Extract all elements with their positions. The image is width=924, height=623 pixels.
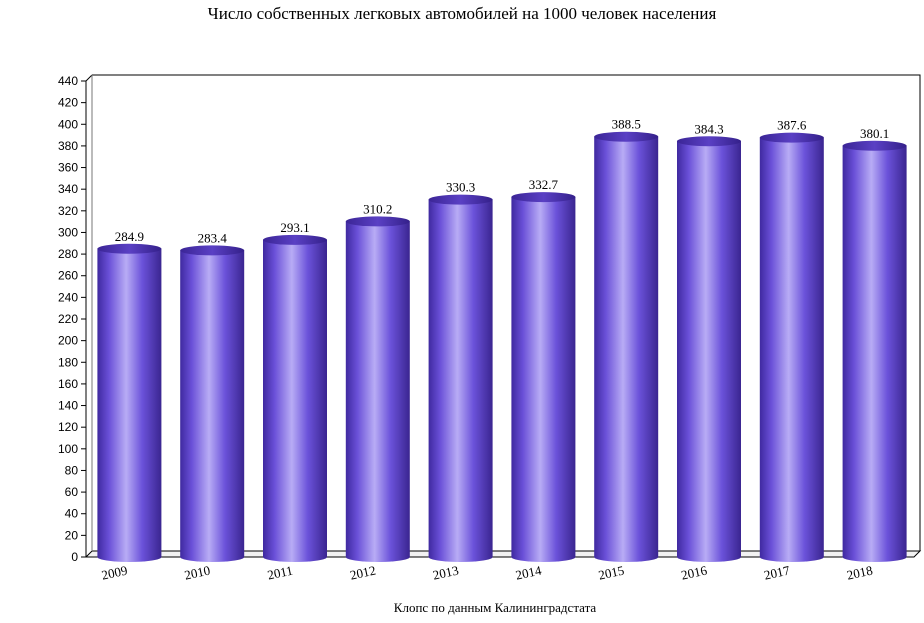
data-label: 293.1	[280, 220, 309, 235]
y-tick-label: 320	[58, 204, 78, 218]
y-tick-label: 160	[58, 377, 78, 391]
bar	[263, 234, 327, 562]
bar	[759, 132, 824, 562]
x-tick-label: 2012	[349, 563, 378, 583]
bar-cap	[842, 140, 907, 151]
data-label: 380.1	[860, 126, 889, 141]
bar-base	[428, 552, 493, 562]
bar-base	[97, 552, 162, 562]
bar-cap	[180, 245, 245, 256]
y-tick-label: 360	[58, 161, 78, 175]
bar-body	[759, 137, 824, 558]
y-tick-label: 380	[58, 139, 78, 153]
labels: 0 20 40 60 80 100 120 140 160 180 200 220 240 260 280 3…	[58, 74, 889, 583]
data-label: 284.9	[115, 229, 144, 244]
data-label: 332.7	[529, 177, 559, 192]
bar	[511, 192, 576, 562]
y-tick-label: 260	[58, 269, 78, 283]
bar	[345, 216, 410, 562]
bar-cap	[428, 194, 493, 205]
bar-base	[180, 552, 245, 562]
x-tick-label: 2009	[100, 563, 129, 583]
y-tick-label: 400	[58, 117, 78, 131]
y-tick-label: 140	[58, 399, 78, 413]
y-tick-label: 220	[58, 312, 78, 326]
bar-body	[511, 197, 576, 557]
bar-body	[345, 221, 410, 558]
bar-base	[263, 552, 327, 562]
y-tick-label: 440	[58, 74, 78, 88]
plot-corner-top	[85, 74, 93, 82]
data-label: 310.2	[363, 201, 392, 216]
bar-body	[97, 248, 162, 558]
chart-title: Число собственных легковых автомобилей н…	[207, 4, 717, 23]
x-tick-label: 2016	[680, 562, 709, 582]
bar	[97, 243, 162, 562]
data-label: 330.3	[446, 180, 475, 195]
bar-body	[263, 239, 327, 557]
bar-body	[594, 136, 659, 558]
bar-base	[759, 552, 824, 562]
bar-cap	[345, 216, 410, 227]
y-tick-label: 420	[58, 96, 78, 110]
y-tick-label: 120	[58, 420, 78, 434]
y-tick-label: 0	[71, 550, 78, 564]
bar	[428, 194, 493, 562]
x-tick-label: 2011	[266, 563, 294, 583]
bar	[594, 131, 659, 562]
data-label: 388.5	[612, 117, 641, 132]
bar-cap	[594, 131, 659, 142]
bar-body	[428, 199, 493, 557]
x-tick-label: 2015	[597, 563, 626, 583]
y-tick-label: 200	[58, 334, 78, 348]
x-tick-label: 2017	[763, 562, 792, 582]
bar-base	[594, 552, 659, 562]
bars	[97, 131, 907, 562]
y-tick-label: 280	[58, 247, 78, 261]
y-tick-label: 100	[58, 442, 78, 456]
y-tick-label: 40	[65, 507, 79, 521]
y-tick-label: 240	[58, 290, 78, 304]
y-tick-label: 20	[65, 528, 79, 542]
bar-body	[180, 250, 245, 557]
plot-back-frame	[92, 74, 921, 551]
y-tick-label: 80	[65, 463, 79, 477]
bar-body	[677, 141, 741, 558]
bar	[180, 245, 245, 562]
bar-cap	[97, 243, 162, 254]
bar-body	[842, 145, 907, 557]
data-label: 283.4	[198, 230, 228, 245]
bar-base	[345, 552, 410, 562]
x-tick-label: 2010	[183, 563, 212, 583]
bar-base	[511, 552, 576, 562]
bar-base	[842, 552, 907, 562]
y-tick-label: 180	[58, 355, 78, 369]
bar	[842, 140, 907, 562]
bar-cap	[677, 136, 741, 147]
x-tick-label: 2018	[845, 563, 874, 583]
bar-base	[677, 552, 741, 562]
x-tick-label: 2014	[514, 562, 543, 582]
data-label: 384.3	[694, 121, 723, 136]
y-tick-label: 60	[65, 485, 79, 499]
bar-cap	[511, 192, 576, 203]
bar-cap	[263, 234, 327, 245]
bar-cap	[759, 132, 824, 143]
bar	[677, 136, 741, 562]
source-note: Клопс по данным Калининградстата	[393, 600, 597, 615]
data-label: 387.6	[777, 118, 807, 133]
x-tick-label: 2013	[431, 563, 460, 583]
y-tick-label: 300	[58, 225, 78, 239]
y-tick-label: 340	[58, 182, 78, 196]
